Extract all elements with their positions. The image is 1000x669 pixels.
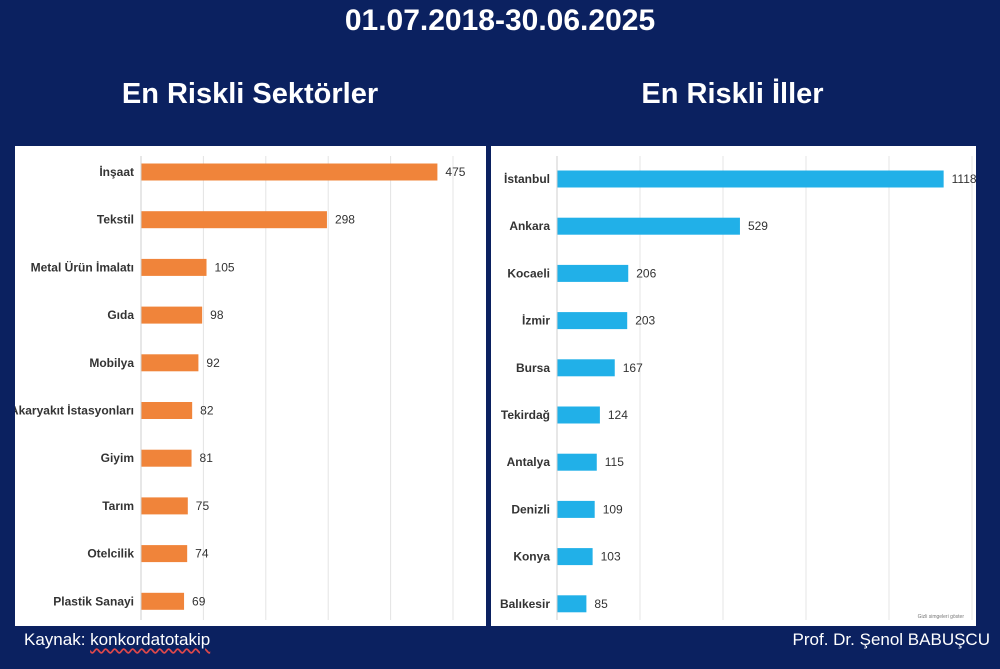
value-label: 69 (192, 594, 206, 608)
category-label: Tarım (102, 499, 134, 513)
value-label: 298 (335, 213, 355, 227)
author-credit: Prof. Dr. Şenol BABUŞCU (792, 630, 990, 649)
category-label: Akaryakıt İstasyonları (15, 403, 134, 418)
category-label: Antalya (507, 455, 551, 469)
category-label: Tekstil (97, 213, 134, 227)
bar (141, 497, 188, 515)
value-label: 74 (195, 547, 209, 561)
bar (557, 500, 595, 518)
bar (557, 595, 587, 613)
category-label: Ankara (509, 219, 550, 233)
bar (557, 264, 629, 282)
sectors-chart-panel: İnşaat 475 Tekstil 298 Metal Ürün İmalatı 105… (15, 146, 486, 626)
bar (557, 548, 593, 566)
provinces-chart-title: En Riskli İller (641, 78, 824, 110)
bar (141, 592, 185, 610)
value-label: 85 (594, 597, 608, 611)
source-label: Kaynak: (24, 630, 91, 649)
category-label: Mobilya (89, 356, 134, 370)
value-label: 475 (445, 165, 465, 179)
category-label: Bursa (516, 361, 550, 375)
category-label: Metal Ürün İmalatı (31, 259, 134, 274)
value-label: 124 (608, 408, 628, 422)
hidden-icons-note: Gizli simgeleri göster (917, 614, 964, 620)
sectors-bar-chart: İnşaat 475 Tekstil 298 Metal Ürün İmalatı 105… (15, 156, 466, 620)
value-label: 103 (601, 550, 621, 564)
value-label: 75 (196, 499, 210, 513)
bar (557, 453, 597, 471)
source-name: konkordatotakip (90, 630, 211, 649)
category-label: Denizli (511, 502, 550, 516)
bar (557, 312, 628, 330)
bar (557, 359, 615, 377)
value-label: 206 (636, 266, 656, 280)
value-label: 92 (206, 356, 220, 370)
category-label: Plastik Sanayi (53, 594, 134, 608)
source-credit: Kaynak: konkordatotakip (24, 630, 210, 650)
value-label: 109 (603, 502, 623, 516)
category-label: Gıda (107, 308, 134, 322)
category-label: Giyim (101, 451, 134, 465)
bar (557, 406, 600, 424)
value-label: 98 (210, 308, 224, 322)
bar (141, 258, 207, 276)
provinces-bar-chart: İstanbul 1118 Ankara 529 Kocaeli 206 İzmir 203 B… (500, 156, 976, 620)
bar (141, 306, 203, 324)
bar (141, 545, 188, 563)
bar (557, 217, 740, 235)
value-label: 1118 (952, 172, 976, 186)
page-title: 01.07.2018-30.06.2025 (344, 4, 656, 37)
provinces-chart-panel: İstanbul 1118 Ankara 529 Kocaeli 206 İzmir 203 B… (491, 146, 976, 626)
category-label: Kocaeli (507, 266, 550, 280)
bar (141, 211, 327, 229)
bar (141, 402, 193, 419)
value-label: 105 (215, 260, 235, 274)
category-label: Tekirdağ (501, 408, 550, 422)
value-label: 529 (748, 219, 768, 233)
category-label: İstanbul (504, 171, 550, 186)
value-label: 115 (605, 455, 624, 469)
bar (141, 449, 192, 467)
value-label: 203 (635, 314, 655, 328)
value-label: 82 (200, 404, 214, 418)
bar (141, 163, 438, 181)
category-label: Otelcilik (87, 547, 134, 561)
sectors-chart-title: En Riskli Sektörler (121, 78, 379, 110)
category-label: Konya (513, 550, 550, 564)
category-label: İzmir (522, 313, 550, 328)
bar (557, 170, 944, 188)
bar (141, 354, 199, 372)
category-label: Balıkesir (500, 597, 550, 611)
category-label: İnşaat (99, 164, 134, 179)
value-label: 167 (623, 361, 643, 375)
value-label: 81 (200, 451, 214, 465)
